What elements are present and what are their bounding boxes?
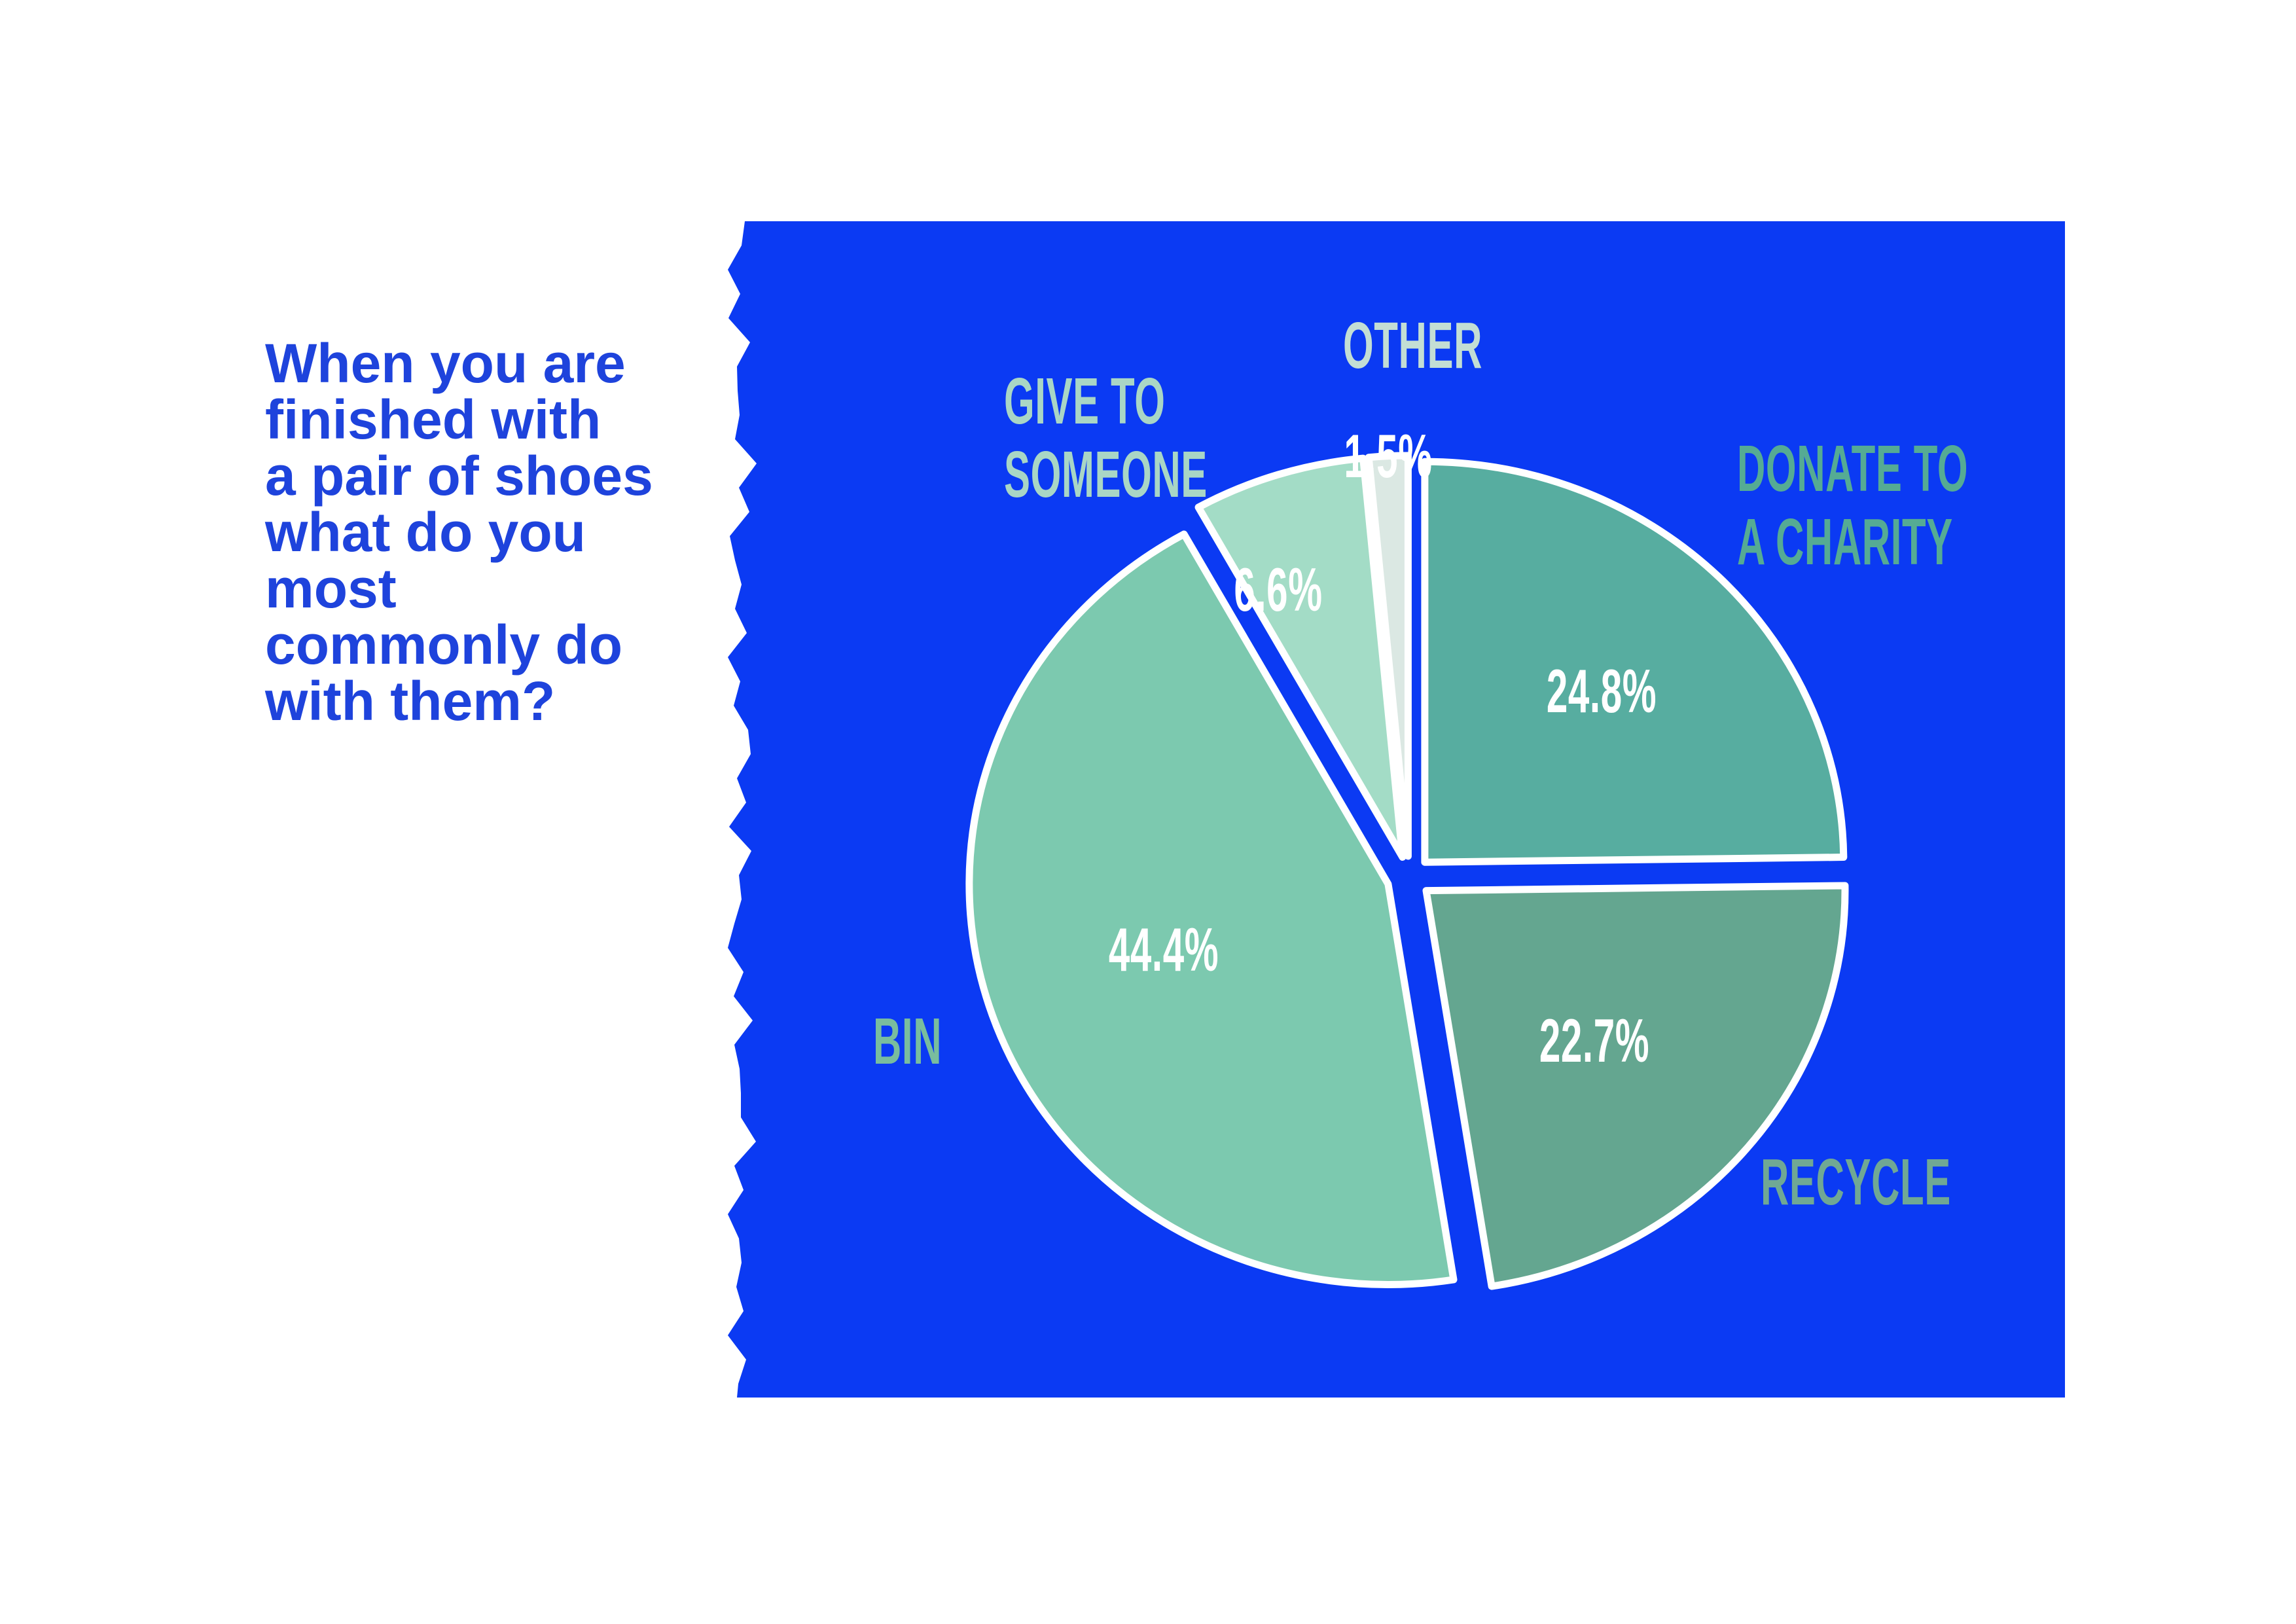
label-line: OTHER: [1343, 309, 1482, 382]
label-bin: BIN: [873, 1005, 942, 1078]
question-line: finished with: [265, 389, 601, 450]
percent-label-other: 1.5%: [1344, 421, 1433, 490]
survey-question-text: When you are finished with a pair of sho…: [265, 335, 684, 729]
label-recycle: RECYCLE: [1761, 1146, 1951, 1219]
label-line: SOMEONE: [1004, 438, 1208, 511]
pie-slice-other: [1365, 452, 1412, 860]
pie-slice-recycle: [1422, 882, 1849, 1290]
pie-slice-bin: [965, 530, 1458, 1288]
label-other: OTHER: [1343, 309, 1482, 382]
percent-label-bin: 44.4%: [1108, 914, 1219, 984]
pie-slice-give-to-someone: [1194, 454, 1407, 861]
label-line: DONATE TO: [1737, 432, 1969, 505]
label-line: BIN: [873, 1005, 942, 1078]
percent-label-donate-to-a-charity: 24.8%: [1546, 656, 1657, 725]
question-line: When you are: [265, 333, 626, 394]
question-line: what do you: [265, 501, 586, 563]
question-line: a pair of shoes: [265, 445, 653, 507]
label-give-to-someone: GIVE TO SOMEONE: [1004, 365, 1208, 511]
label-line: A CHARITY: [1737, 505, 1953, 579]
label-donate-to-a-charity: DONATE TO A CHARITY: [1737, 432, 1968, 579]
question-line: with them?: [265, 670, 556, 732]
pie-slice-donate-to-a-charity: [1421, 458, 1848, 866]
question-line: commonly do: [265, 614, 623, 676]
label-line: RECYCLE: [1761, 1146, 1951, 1219]
label-line: GIVE TO: [1004, 365, 1166, 438]
percent-label-recycle: 22.7%: [1539, 1006, 1650, 1075]
question-line: most: [265, 558, 397, 619]
percent-label-give-to-someone: 6.6%: [1234, 555, 1323, 624]
